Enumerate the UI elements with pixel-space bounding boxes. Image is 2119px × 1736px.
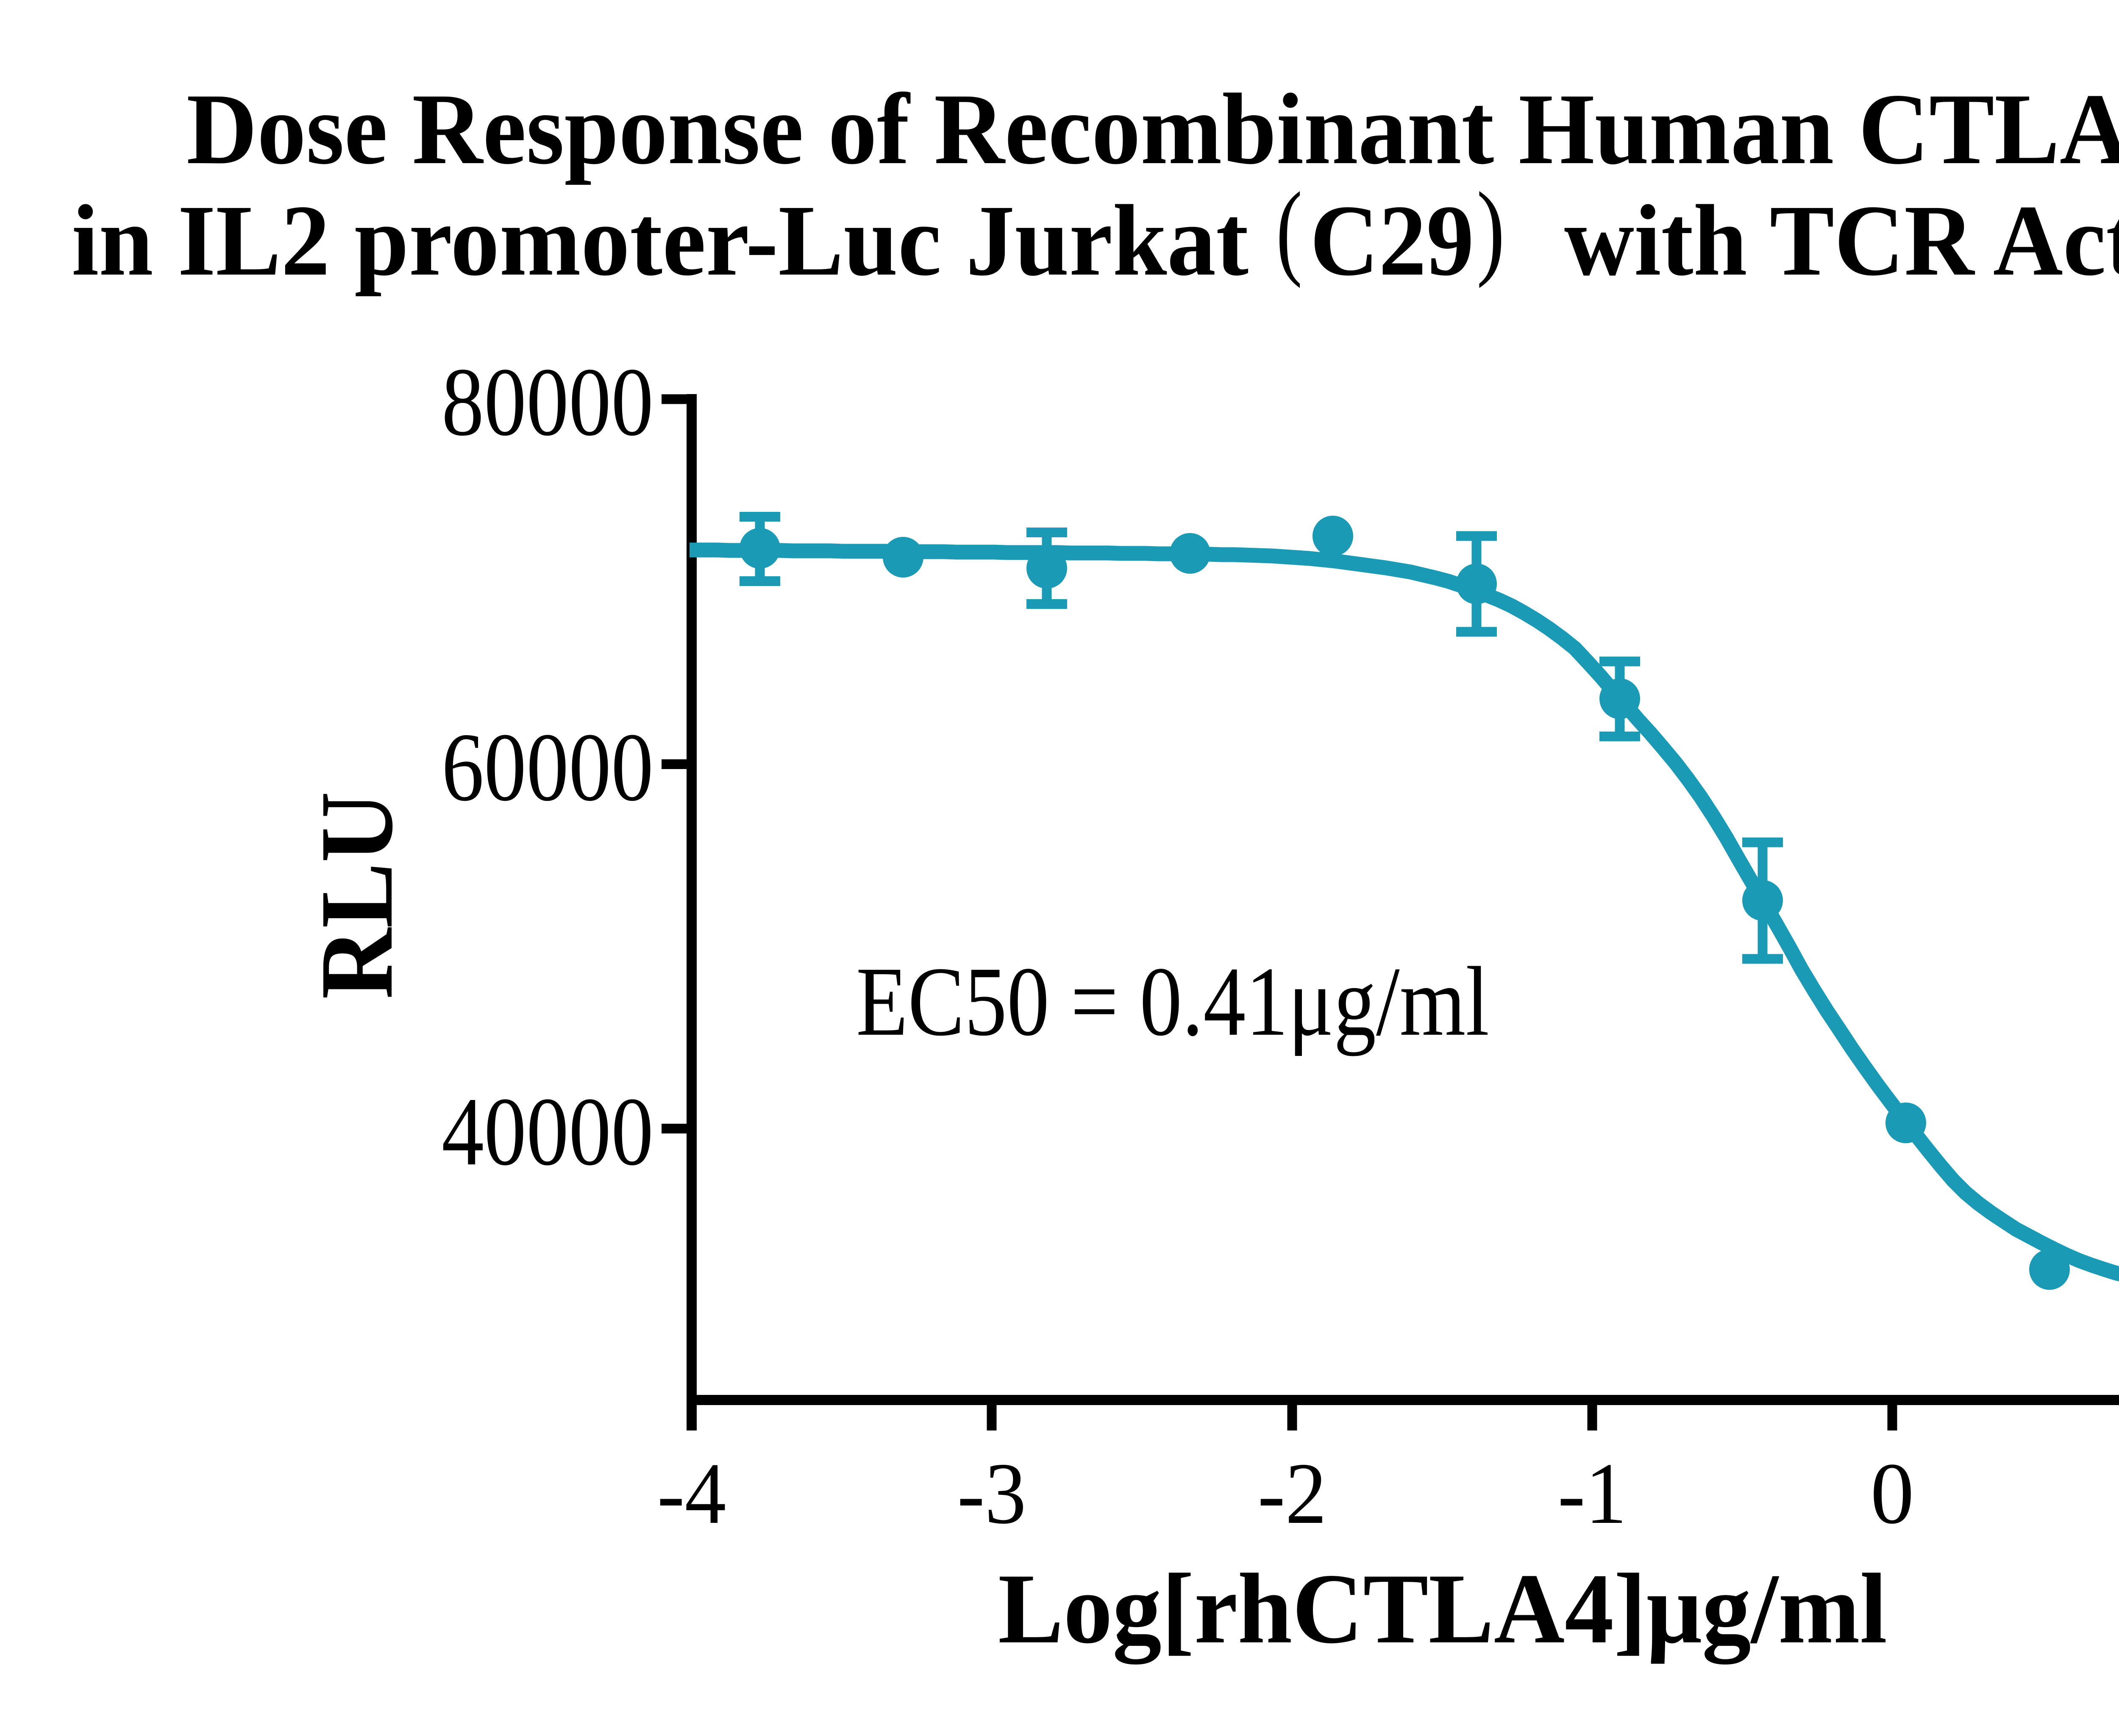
svg-text:0: 0 xyxy=(1871,1445,1914,1542)
svg-text:C29: C29 xyxy=(1310,184,1474,297)
svg-text:-1: -1 xyxy=(1558,1445,1627,1542)
svg-text:-3: -3 xyxy=(957,1445,1026,1542)
svg-text:in IL2 promoter-Luc Jurkat: in IL2 promoter-Luc Jurkat xyxy=(72,184,1249,297)
svg-text:): ) xyxy=(1477,170,1505,289)
svg-text:(: ( xyxy=(1276,170,1302,289)
svg-text:Log[rhCTLA4]μg/ml: Log[rhCTLA4]μg/ml xyxy=(998,1553,1887,1664)
svg-text:60000: 60000 xyxy=(442,713,653,821)
svg-text:40000: 40000 xyxy=(442,1077,653,1186)
svg-text:-2: -2 xyxy=(1258,1445,1327,1542)
svg-text:RLU: RLU xyxy=(299,792,414,999)
svg-text:EC50 = 0.41μg/ml: EC50 = 0.41μg/ml xyxy=(856,946,1489,1056)
svg-text:Dose Response of Recombinant H: Dose Response of Recombinant Human CTLA-… xyxy=(186,72,2119,185)
svg-text:80000: 80000 xyxy=(442,347,653,456)
svg-text:with TCR Activator Raji: with TCR Activator Raji xyxy=(1564,184,2119,297)
svg-text:-4: -4 xyxy=(657,1445,726,1542)
